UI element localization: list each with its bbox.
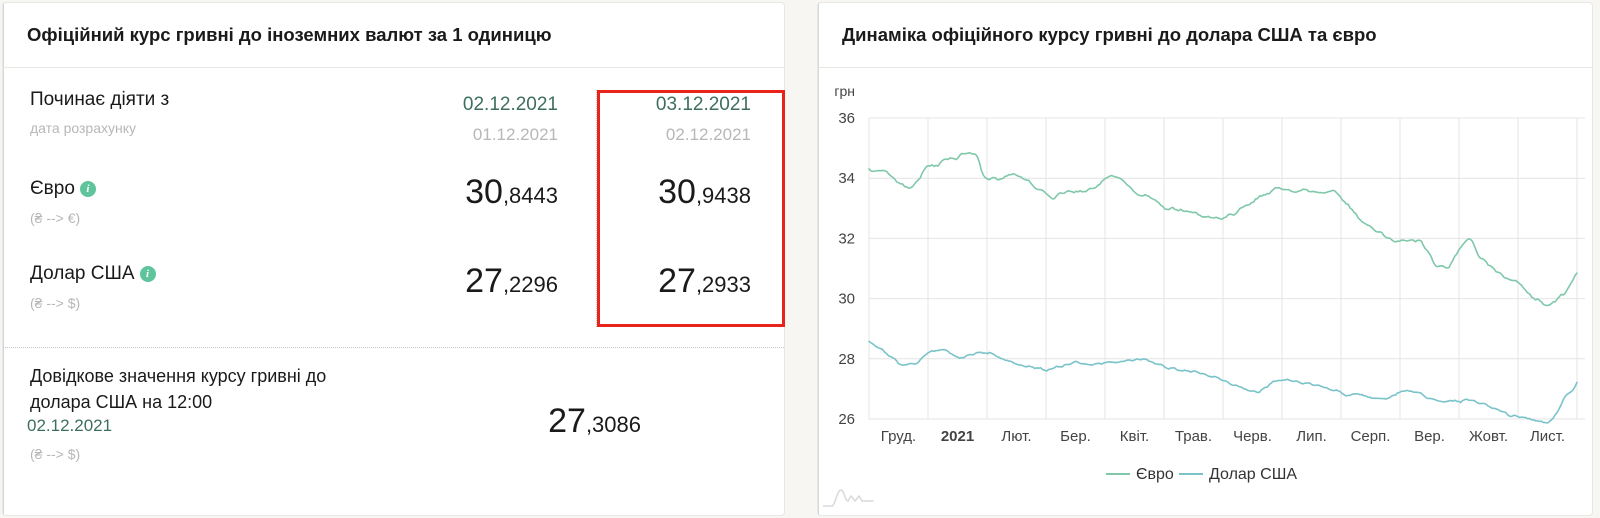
svg-text:Трав.: Трав. [1175, 428, 1212, 445]
svg-text:Долар США: Долар США [1209, 466, 1297, 483]
svg-text:Жовт.: Жовт. [1469, 428, 1508, 445]
svg-text:36: 36 [838, 110, 855, 127]
svg-text:32: 32 [838, 230, 855, 247]
svg-text:Вер.: Вер. [1414, 428, 1445, 445]
svg-text:грн: грн [834, 83, 855, 99]
svg-text:Черв.: Черв. [1233, 428, 1272, 445]
svg-text:Квіт.: Квіт. [1120, 428, 1149, 445]
svg-text:26: 26 [838, 411, 855, 428]
svg-text:2021: 2021 [941, 428, 974, 445]
svg-text:Груд.: Груд. [881, 428, 916, 445]
svg-text:Серп.: Серп. [1351, 428, 1391, 445]
svg-text:34: 34 [838, 170, 855, 187]
svg-text:Євро: Євро [1136, 466, 1174, 483]
svg-text:Бер.: Бер. [1060, 428, 1091, 445]
svg-text:30: 30 [838, 291, 855, 308]
svg-text:Лют.: Лют. [1001, 428, 1031, 445]
svg-text:28: 28 [838, 351, 855, 368]
svg-text:Лист.: Лист. [1530, 428, 1565, 445]
svg-text:Лип.: Лип. [1296, 428, 1327, 445]
